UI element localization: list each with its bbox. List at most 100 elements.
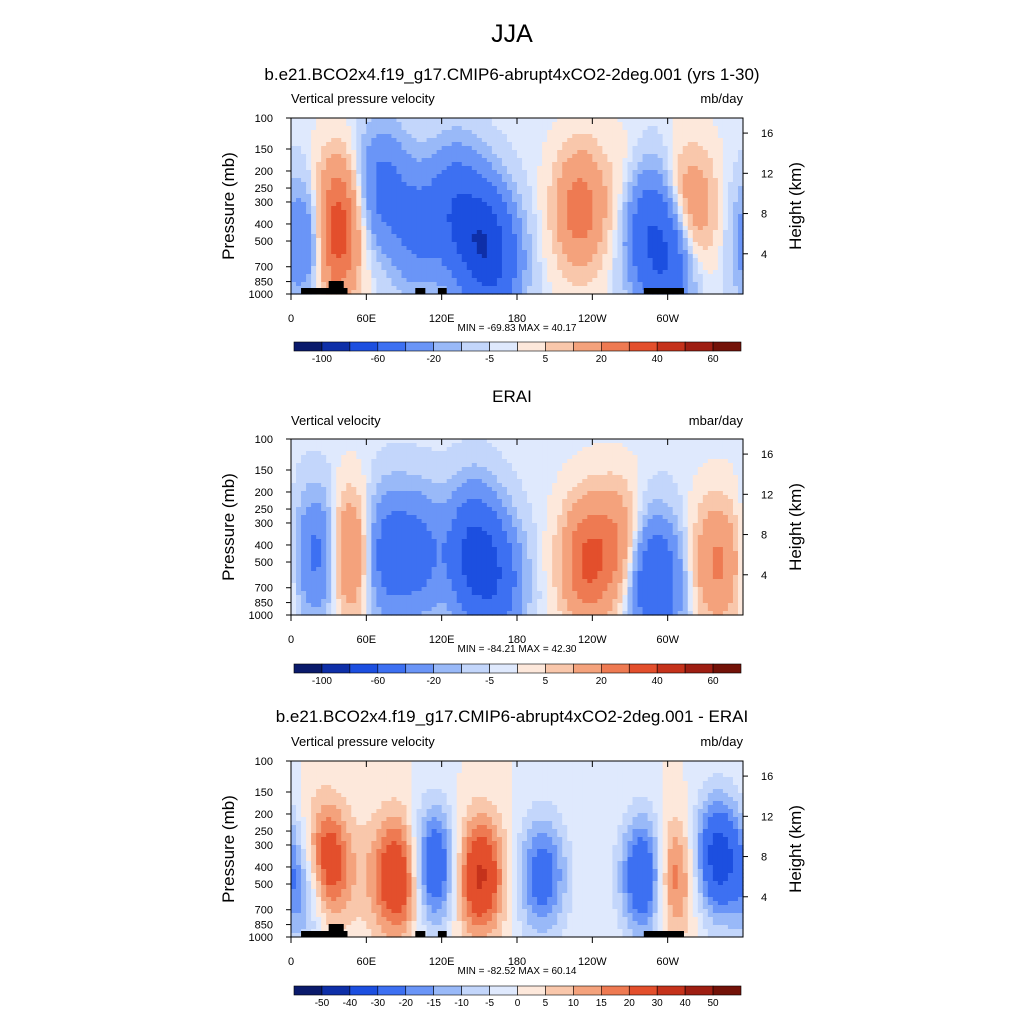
contour-cell (396, 455, 403, 460)
contour-cell (587, 463, 593, 468)
contour-cell (732, 463, 739, 468)
colorbar-swatch (517, 341, 546, 352)
contour-cell (481, 174, 488, 179)
contour-cell (692, 471, 699, 476)
contour-cell (717, 463, 724, 468)
contour-cell (607, 222, 614, 227)
contour-cell (331, 475, 337, 480)
contour-cell (416, 459, 423, 464)
contour-cell (572, 226, 578, 231)
contour-cell (687, 154, 694, 159)
contour-cell (527, 282, 533, 287)
contour-cell (496, 186, 503, 191)
contour-cell (657, 270, 664, 275)
contour-cell (522, 198, 528, 203)
panel-1: b.e21.BCO2x4.f19_g17.CMIP6-abrupt4xCO2-2… (219, 65, 805, 365)
contour-cell (341, 118, 347, 123)
contour-cell (682, 270, 689, 275)
contour-cell (642, 274, 649, 279)
contour-cell (296, 479, 302, 484)
contour-cell (406, 166, 413, 171)
contour-cell (511, 226, 518, 231)
contour-cell (602, 154, 608, 159)
contour-cell (552, 166, 558, 171)
contour-cell (622, 467, 629, 472)
contour-cell (662, 118, 669, 123)
contour-cell (572, 451, 578, 456)
contour-cell (471, 467, 478, 472)
contour-cell (361, 162, 367, 167)
contour-cell (501, 158, 508, 163)
contour-cell (356, 254, 362, 259)
contour-cell (361, 254, 367, 259)
contour-cell (416, 278, 423, 283)
contour-cell (687, 178, 694, 183)
contour-cell (466, 254, 473, 259)
contour-cell (547, 238, 553, 243)
contour-cell (316, 266, 322, 271)
contour-cell (351, 194, 357, 199)
contour-cell (406, 206, 413, 211)
contour-cell (517, 122, 523, 127)
contour-cell (697, 242, 704, 247)
contour-cell (486, 186, 493, 191)
contour-cell (311, 194, 317, 199)
contour-cell (311, 246, 317, 251)
contour-cell (557, 210, 563, 215)
contour-cell (592, 471, 598, 476)
contour-cell (687, 451, 694, 456)
contour-cell (456, 459, 463, 464)
contour-cell (662, 274, 669, 279)
contour-cell (346, 278, 352, 283)
contour-cell (692, 126, 699, 131)
contour-cell (481, 238, 488, 243)
contour-cell (361, 206, 367, 211)
contour-cell (401, 166, 408, 171)
contour-cell (727, 146, 734, 151)
contour-cell (416, 447, 423, 452)
contour-cell (351, 246, 357, 251)
contour-cell (456, 254, 463, 259)
contour-cell (461, 479, 468, 484)
contour-cell (301, 238, 307, 243)
contour-cell (627, 166, 634, 171)
contour-cell (386, 266, 393, 271)
contour-cell (542, 166, 548, 171)
contour-cell (466, 250, 473, 255)
contour-cell (632, 158, 639, 163)
contour-cell (461, 278, 468, 283)
contour-cell (316, 178, 322, 183)
contour-cell (607, 439, 614, 444)
contour-cell (296, 118, 302, 123)
contour-cell (351, 439, 357, 444)
contour-cell (532, 178, 538, 183)
contour-cell (416, 455, 423, 460)
contour-cell (607, 254, 614, 259)
contour-cell (386, 186, 393, 191)
contour-cell (301, 190, 307, 195)
contour-cell (627, 122, 634, 127)
contour-cell (436, 134, 443, 139)
contour-cell (381, 226, 388, 231)
contour-cell (707, 455, 714, 460)
contour-cell (481, 242, 488, 247)
contour-cell (321, 170, 327, 175)
contour-cell (356, 463, 362, 468)
contour-cell (351, 190, 357, 195)
contour-cell (527, 242, 533, 247)
contour-cell (567, 198, 573, 203)
contour-cell (617, 467, 624, 472)
contour-cell (426, 451, 433, 456)
contour-cell (331, 443, 337, 448)
contour-cell (431, 190, 438, 195)
contour-cell (301, 130, 307, 135)
contour-cell (582, 475, 588, 480)
contour-cell (296, 198, 302, 203)
contour-cell (436, 162, 443, 167)
contour-cell (326, 210, 332, 215)
contour-cell (582, 194, 588, 199)
contour-cell (346, 262, 352, 267)
contour-cell (316, 210, 322, 215)
contour-cell (456, 471, 463, 476)
contour-cell (702, 206, 709, 211)
